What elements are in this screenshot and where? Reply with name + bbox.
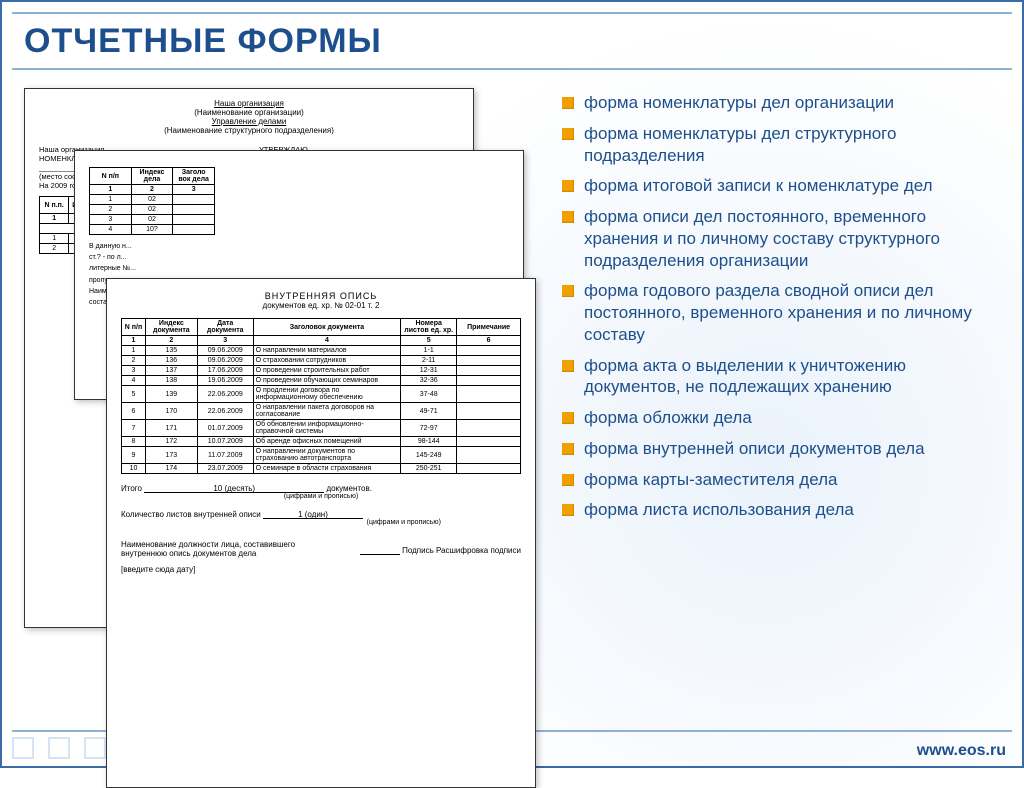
table-row: 817210.07.2009Об аренде офисных помещени… (122, 437, 521, 447)
slide-frame: ОТЧЕТНЫЕ ФОРМЫ Наша организация (Наимено… (0, 0, 1024, 768)
dept-name: Управление делами (39, 117, 459, 126)
top-divider (12, 12, 1012, 14)
org-hint: (Наименование организации) (39, 108, 459, 117)
list-item: форма номенклатуры дел структурного подр… (562, 123, 1000, 167)
front-subtitle: документов ед. хр. № 02-01 т. 2 (121, 301, 521, 310)
org-name: Наша организация (39, 99, 459, 108)
footer-url: www.eos.ru (917, 742, 1006, 760)
table-row: 717101.07.2009Об обновлении информационн… (122, 420, 521, 437)
table-row: 413819.06.2009О проведении обучающих сем… (122, 376, 521, 386)
table-row: 313717.06.2009О проведении строительных … (122, 366, 521, 376)
fragment-table: N п/пИндекс делаЗаголо вок дела 123 102 … (89, 167, 215, 235)
sheets-line: Количество листов внутренней описи 1 (од… (121, 510, 521, 519)
title-divider (12, 68, 1012, 70)
table-row: 917311.07.2009О направлении документов п… (122, 447, 521, 464)
total-line: Итого 10 (десять) документов. (121, 484, 521, 493)
dept-hint: (Наименование структурного подразделения… (39, 126, 459, 135)
list-item: форма номенклатуры дел организации (562, 92, 1000, 114)
list-item: форма листа использования дела (562, 499, 1000, 521)
table-row: 1017423.07.2009О семинаре в области стра… (122, 464, 521, 474)
inventory-table: N п/пИндекс документаДата документаЗагол… (121, 318, 521, 474)
sheets-hint: (цифрами и прописью) (121, 519, 521, 526)
forms-list: форма номенклатуры дел организации форма … (562, 92, 1000, 530)
list-item: форма описи дел постоянного, временного … (562, 206, 1000, 271)
list-item: форма итоговой записи к номенклатуре дел (562, 175, 1000, 197)
list-item: форма карты-заместителя дела (562, 469, 1000, 491)
document-previews: Наша организация (Наименование организац… (24, 88, 544, 708)
front-title: ВНУТРЕННЯЯ ОПИСЬ (121, 291, 521, 301)
sign-line: Подпись Расшифровка подписи (402, 546, 521, 555)
list-item: форма акта о выделении к уничтожению док… (562, 355, 1000, 399)
list-item: форма обложки дела (562, 407, 1000, 429)
list-item: форма внутренней описи документов дела (562, 438, 1000, 460)
page-title: ОТЧЕТНЫЕ ФОРМЫ (24, 22, 382, 61)
date-placeholder: [введите сюда дату] (121, 565, 521, 574)
table-row: 213609.06.2009О страховании сотрудников2… (122, 356, 521, 366)
table-row: 513922.06.2009О продлении договора по ин… (122, 386, 521, 403)
total-hint: (цифрами и прописью) (121, 493, 521, 500)
table-row: 617022.06.2009О направлении пакета догов… (122, 403, 521, 420)
doc-internal-inventory: ВНУТРЕННЯЯ ОПИСЬ документов ед. хр. № 02… (106, 278, 536, 788)
list-item: форма годового раздела сводной описи дел… (562, 280, 1000, 345)
table-row: 113509.06.2009О направлении материалов1-… (122, 346, 521, 356)
